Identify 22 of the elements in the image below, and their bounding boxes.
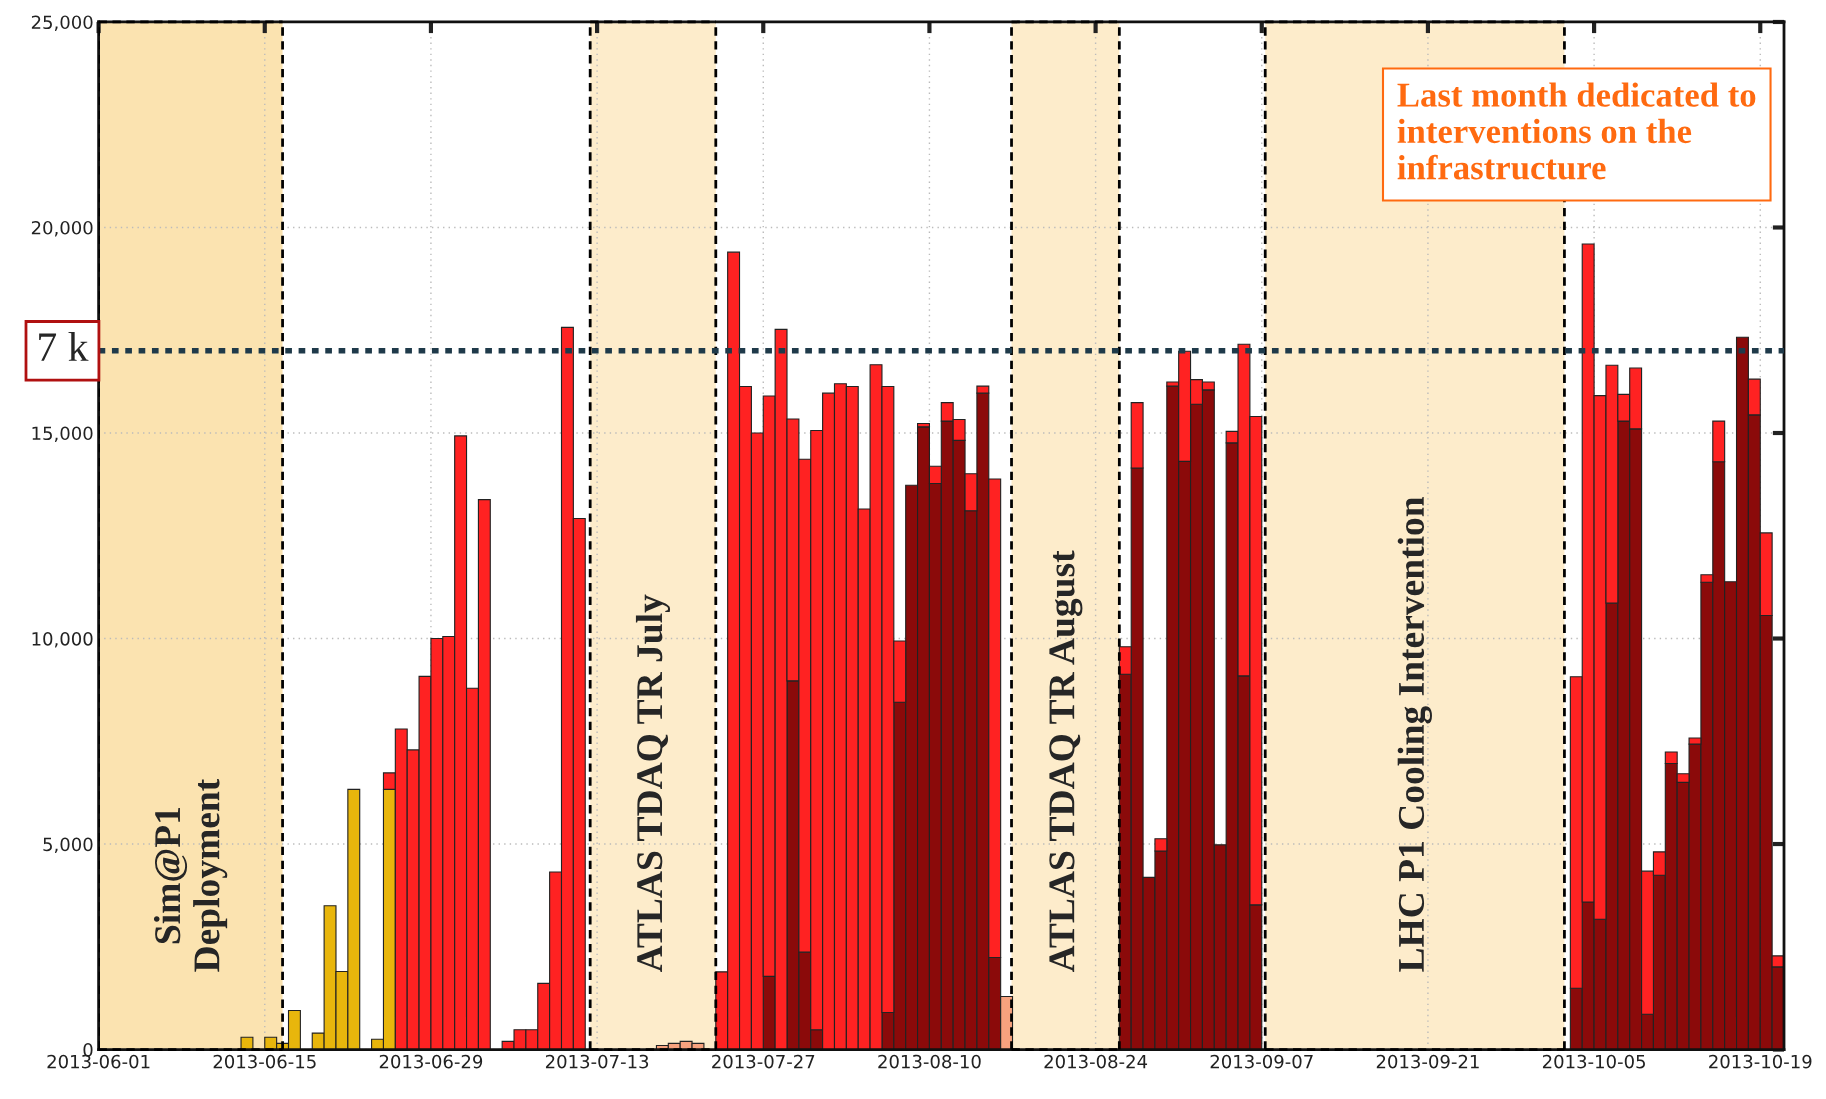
x-tick-label: 2013-06-29: [379, 1054, 483, 1069]
x-tick-label: 2013-08-10: [878, 1054, 981, 1069]
y-tick-label: 25,000: [31, 15, 93, 31]
x-tick-label: 2013-10-05: [1542, 1054, 1645, 1069]
ref-line-label: 7 k: [39, 331, 89, 361]
y-tick-label: 10,000: [32, 631, 93, 648]
band-label: LHC P1 Cooling Intervention: [1397, 496, 1432, 972]
x-tick-label: 2013-10-19: [1709, 1054, 1812, 1069]
y-tick-label: 15,000: [32, 426, 93, 442]
y-tick-label: 5,000: [43, 837, 93, 853]
x-tick-label: 2013-09-21: [1376, 1054, 1479, 1069]
x-tick-label: 2013-09-07: [1210, 1054, 1313, 1069]
band-label: ATLAS TDAQ TR August: [1049, 550, 1083, 973]
band-label: ATLAS TDAQ TR July: [635, 594, 671, 973]
bar: [240, 1036, 254, 1050]
x-tick-label: 2013-07-27: [712, 1054, 815, 1069]
x-tick-label: 2013-08-24: [1044, 1054, 1148, 1069]
y-tick-label: 20,000: [31, 220, 93, 237]
x-tick-label: 2013-06-15: [213, 1054, 316, 1069]
band-label: Sim@P1 Deployment: [153, 778, 228, 972]
x-tick-label: 2013-07-13: [545, 1054, 649, 1069]
annotation: Last month dedicated to interventions on the infrastructure: [1397, 82, 1756, 180]
